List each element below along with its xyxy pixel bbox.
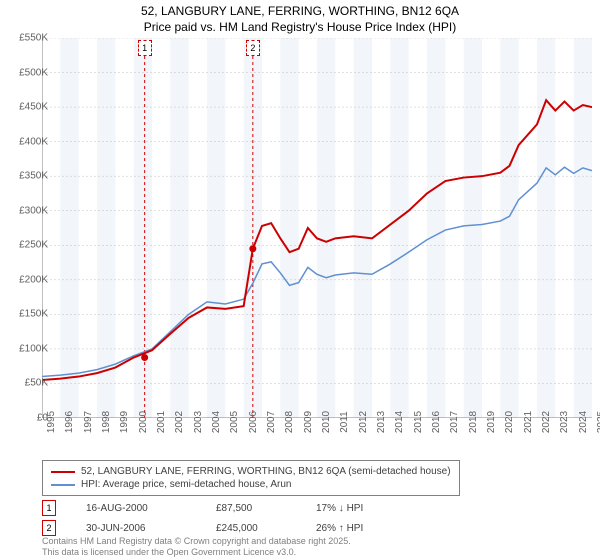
marker-date: 30-JUN-2006 <box>86 523 186 534</box>
x-tick-label: 2015 <box>413 411 424 433</box>
x-tick-label: 2018 <box>468 411 479 433</box>
y-tick-label: £450K <box>19 102 48 113</box>
x-tick-label: 2019 <box>486 411 497 433</box>
y-tick-label: £350K <box>19 171 48 182</box>
x-tick-label: 2000 <box>138 411 149 433</box>
y-tick-label: £300K <box>19 205 48 216</box>
y-tick-label: £250K <box>19 240 48 251</box>
marker-delta: 17% ↓ HPI <box>316 503 363 514</box>
y-tick-label: £150K <box>19 309 48 320</box>
footer-line-1: Contains HM Land Registry data © Crown c… <box>42 536 351 546</box>
chart-container: 52, LANGBURY LANE, FERRING, WORTHING, BN… <box>0 0 600 560</box>
x-tick-label: 1996 <box>64 411 75 433</box>
x-tick-label: 2022 <box>541 411 552 433</box>
y-tick-label: £400K <box>19 136 48 147</box>
marker-row: 2 30-JUN-2006 £245,000 26% ↑ HPI <box>42 518 363 538</box>
x-tick-label: 1995 <box>46 411 57 433</box>
y-tick-label: £550K <box>19 33 48 44</box>
x-tick-label: 2005 <box>229 411 240 433</box>
x-tick-label: 2014 <box>394 411 405 433</box>
x-tick-label: 2023 <box>559 411 570 433</box>
x-tick-label: 2002 <box>174 411 185 433</box>
x-tick-label: 2011 <box>339 411 350 433</box>
footer-line-2: This data is licensed under the Open Gov… <box>42 547 296 557</box>
marker-badge: 2 <box>42 520 56 536</box>
legend-swatch <box>51 471 75 473</box>
legend-row: 52, LANGBURY LANE, FERRING, WORTHING, BN… <box>51 465 451 478</box>
x-tick-label: 2025 <box>596 411 600 433</box>
x-tick-label: 2021 <box>523 411 534 433</box>
chart-title: 52, LANGBURY LANE, FERRING, WORTHING, BN… <box>0 0 600 35</box>
x-tick-label: 2003 <box>193 411 204 433</box>
attribution-footer: Contains HM Land Registry data © Crown c… <box>42 536 351 558</box>
callout-badge: 2 <box>246 40 260 56</box>
x-tick-label: 2009 <box>303 411 314 433</box>
marker-price: £245,000 <box>216 523 286 534</box>
legend-box: 52, LANGBURY LANE, FERRING, WORTHING, BN… <box>42 460 460 496</box>
x-tick-label: 2010 <box>321 411 332 433</box>
callout-badge: 1 <box>138 40 152 56</box>
legend-label: HPI: Average price, semi-detached house,… <box>81 479 292 490</box>
plot-svg <box>42 38 592 418</box>
y-tick-label: £500K <box>19 67 48 78</box>
x-tick-label: 2024 <box>578 411 589 433</box>
x-tick-label: 2020 <box>504 411 515 433</box>
y-tick-label: £100K <box>19 343 48 354</box>
x-tick-label: 2001 <box>156 411 167 433</box>
x-tick-label: 2013 <box>376 411 387 433</box>
x-tick-label: 2007 <box>266 411 277 433</box>
y-tick-label: £200K <box>19 274 48 285</box>
title-line-1: 52, LANGBURY LANE, FERRING, WORTHING, BN… <box>141 4 459 18</box>
legend-label: 52, LANGBURY LANE, FERRING, WORTHING, BN… <box>81 466 451 477</box>
x-tick-label: 2016 <box>431 411 442 433</box>
legend-swatch <box>51 484 75 486</box>
x-tick-label: 2017 <box>449 411 460 433</box>
y-tick-label: £50K <box>25 378 48 389</box>
marker-badge: 1 <box>42 500 56 516</box>
title-line-2: Price paid vs. HM Land Registry's House … <box>144 20 456 34</box>
x-tick-label: 1999 <box>119 411 130 433</box>
sale-markers-table: 1 16-AUG-2000 £87,500 17% ↓ HPI 2 30-JUN-2006… <box>42 498 363 538</box>
marker-price: £87,500 <box>216 503 286 514</box>
x-tick-label: 1998 <box>101 411 112 433</box>
x-tick-label: 2012 <box>358 411 369 433</box>
marker-date: 16-AUG-2000 <box>86 503 186 514</box>
x-tick-label: 1997 <box>83 411 94 433</box>
plot-area <box>42 38 592 418</box>
x-tick-label: 2004 <box>211 411 222 433</box>
x-tick-label: 2008 <box>284 411 295 433</box>
marker-row: 1 16-AUG-2000 £87,500 17% ↓ HPI <box>42 498 363 518</box>
marker-delta: 26% ↑ HPI <box>316 523 363 534</box>
legend-row: HPI: Average price, semi-detached house,… <box>51 478 451 491</box>
x-tick-label: 2006 <box>248 411 259 433</box>
